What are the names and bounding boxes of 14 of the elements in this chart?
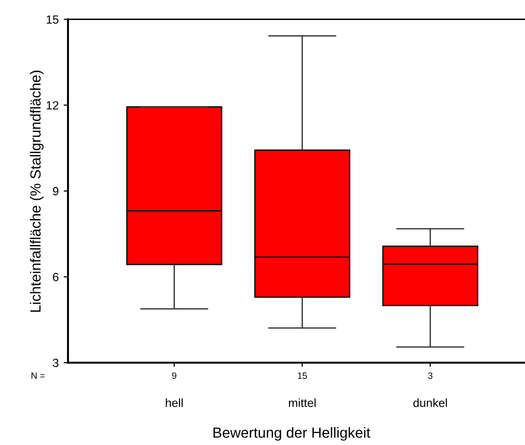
- y-axis-title: Lichteinfallfläche (% Stallgrundfläche): [30, 70, 44, 312]
- x-tick-label: mittel: [288, 398, 316, 408]
- y-tick-label: 12: [46, 101, 58, 110]
- text: 3: [428, 372, 432, 379]
- x-tick-label: dunkel: [413, 398, 447, 408]
- y-tick-label: 6: [52, 272, 58, 282]
- y-tick-label: 9: [52, 187, 58, 196]
- y-tick-label: 15: [46, 15, 58, 24]
- x-axis-title: Bewertung der Helligkeit: [214, 427, 370, 441]
- text: 9: [172, 372, 176, 379]
- y-tick-label: 3: [52, 358, 58, 368]
- x-tick-label: hell: [166, 398, 183, 408]
- text: 15: [298, 372, 307, 379]
- text: N =: [32, 372, 45, 379]
